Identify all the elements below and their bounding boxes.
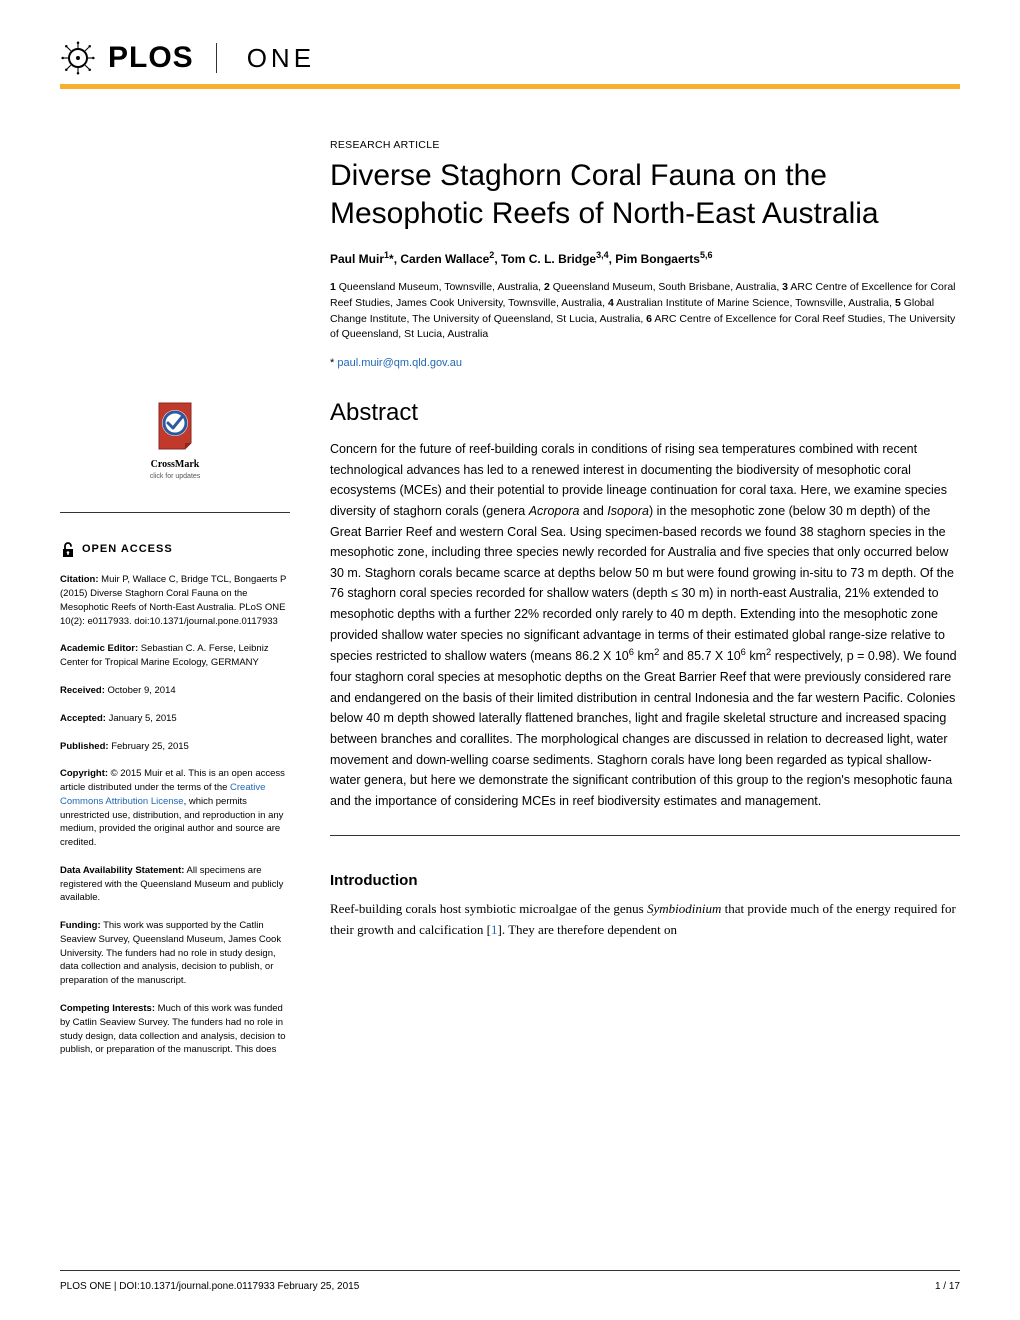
affiliations: 1 Queensland Museum, Townsville, Austral… — [330, 280, 960, 343]
abstract-text: Concern for the future of reef-building … — [330, 439, 960, 811]
introduction-text: Reef-building corals host symbiotic micr… — [330, 899, 960, 939]
corresponding-email[interactable]: * paul.muir@qm.qld.gov.au — [330, 357, 960, 369]
plos-icon — [60, 40, 96, 76]
crossmark-label: CrossMark — [60, 458, 290, 473]
open-lock-icon — [60, 541, 76, 559]
open-access-text: OPEN ACCESS — [82, 542, 173, 558]
abstract-heading: Abstract — [330, 399, 960, 427]
published-block: Published: February 25, 2015 — [60, 740, 290, 754]
crossmark-icon — [153, 399, 197, 451]
accepted-block: Accepted: January 5, 2015 — [60, 712, 290, 726]
crossmark-badge[interactable]: CrossMark click for updates — [60, 399, 290, 482]
journal-name: ONE — [247, 43, 315, 74]
main-content: RESEARCH ARTICLE Diverse Staghorn Coral … — [330, 139, 960, 1071]
funding-block: Funding: This work was supported by the … — [60, 919, 290, 988]
plos-logo: PLOS ONE — [60, 40, 315, 76]
data-availability-block: Data Availability Statement: All specime… — [60, 864, 290, 905]
copyright-block: Copyright: © 2015 Muir et al. This is an… — [60, 767, 290, 850]
brand-name: PLOS — [108, 41, 194, 75]
crossmark-sublabel: click for updates — [60, 472, 290, 482]
page-header: PLOS ONE — [60, 40, 960, 76]
article-type: RESEARCH ARTICLE — [330, 139, 960, 151]
competing-interests-block: Competing Interests: Much of this work w… — [60, 1002, 290, 1057]
divider — [216, 43, 217, 73]
sidebar: CrossMark click for updates OPEN ACCESS … — [60, 139, 290, 1071]
authors-list: Paul Muir1*, Carden Wallace2, Tom C. L. … — [330, 250, 960, 266]
page-number: 1 / 17 — [935, 1281, 960, 1292]
abstract-divider — [330, 835, 960, 836]
introduction-heading: Introduction — [330, 872, 960, 889]
accent-bar — [60, 84, 960, 89]
open-access-badge: OPEN ACCESS — [60, 541, 290, 559]
footer-citation: PLOS ONE | DOI:10.1371/journal.pone.0117… — [60, 1281, 359, 1292]
content-wrapper: CrossMark click for updates OPEN ACCESS … — [60, 139, 960, 1071]
article-title: Diverse Staghorn Coral Fauna on the Meso… — [330, 157, 960, 232]
editor-block: Academic Editor: Sebastian C. A. Ferse, … — [60, 642, 290, 670]
citation-block: Citation: Muir P, Wallace C, Bridge TCL,… — [60, 573, 290, 628]
page-footer: PLOS ONE | DOI:10.1371/journal.pone.0117… — [60, 1270, 960, 1292]
received-block: Received: October 9, 2014 — [60, 684, 290, 698]
sidebar-divider — [60, 512, 290, 513]
